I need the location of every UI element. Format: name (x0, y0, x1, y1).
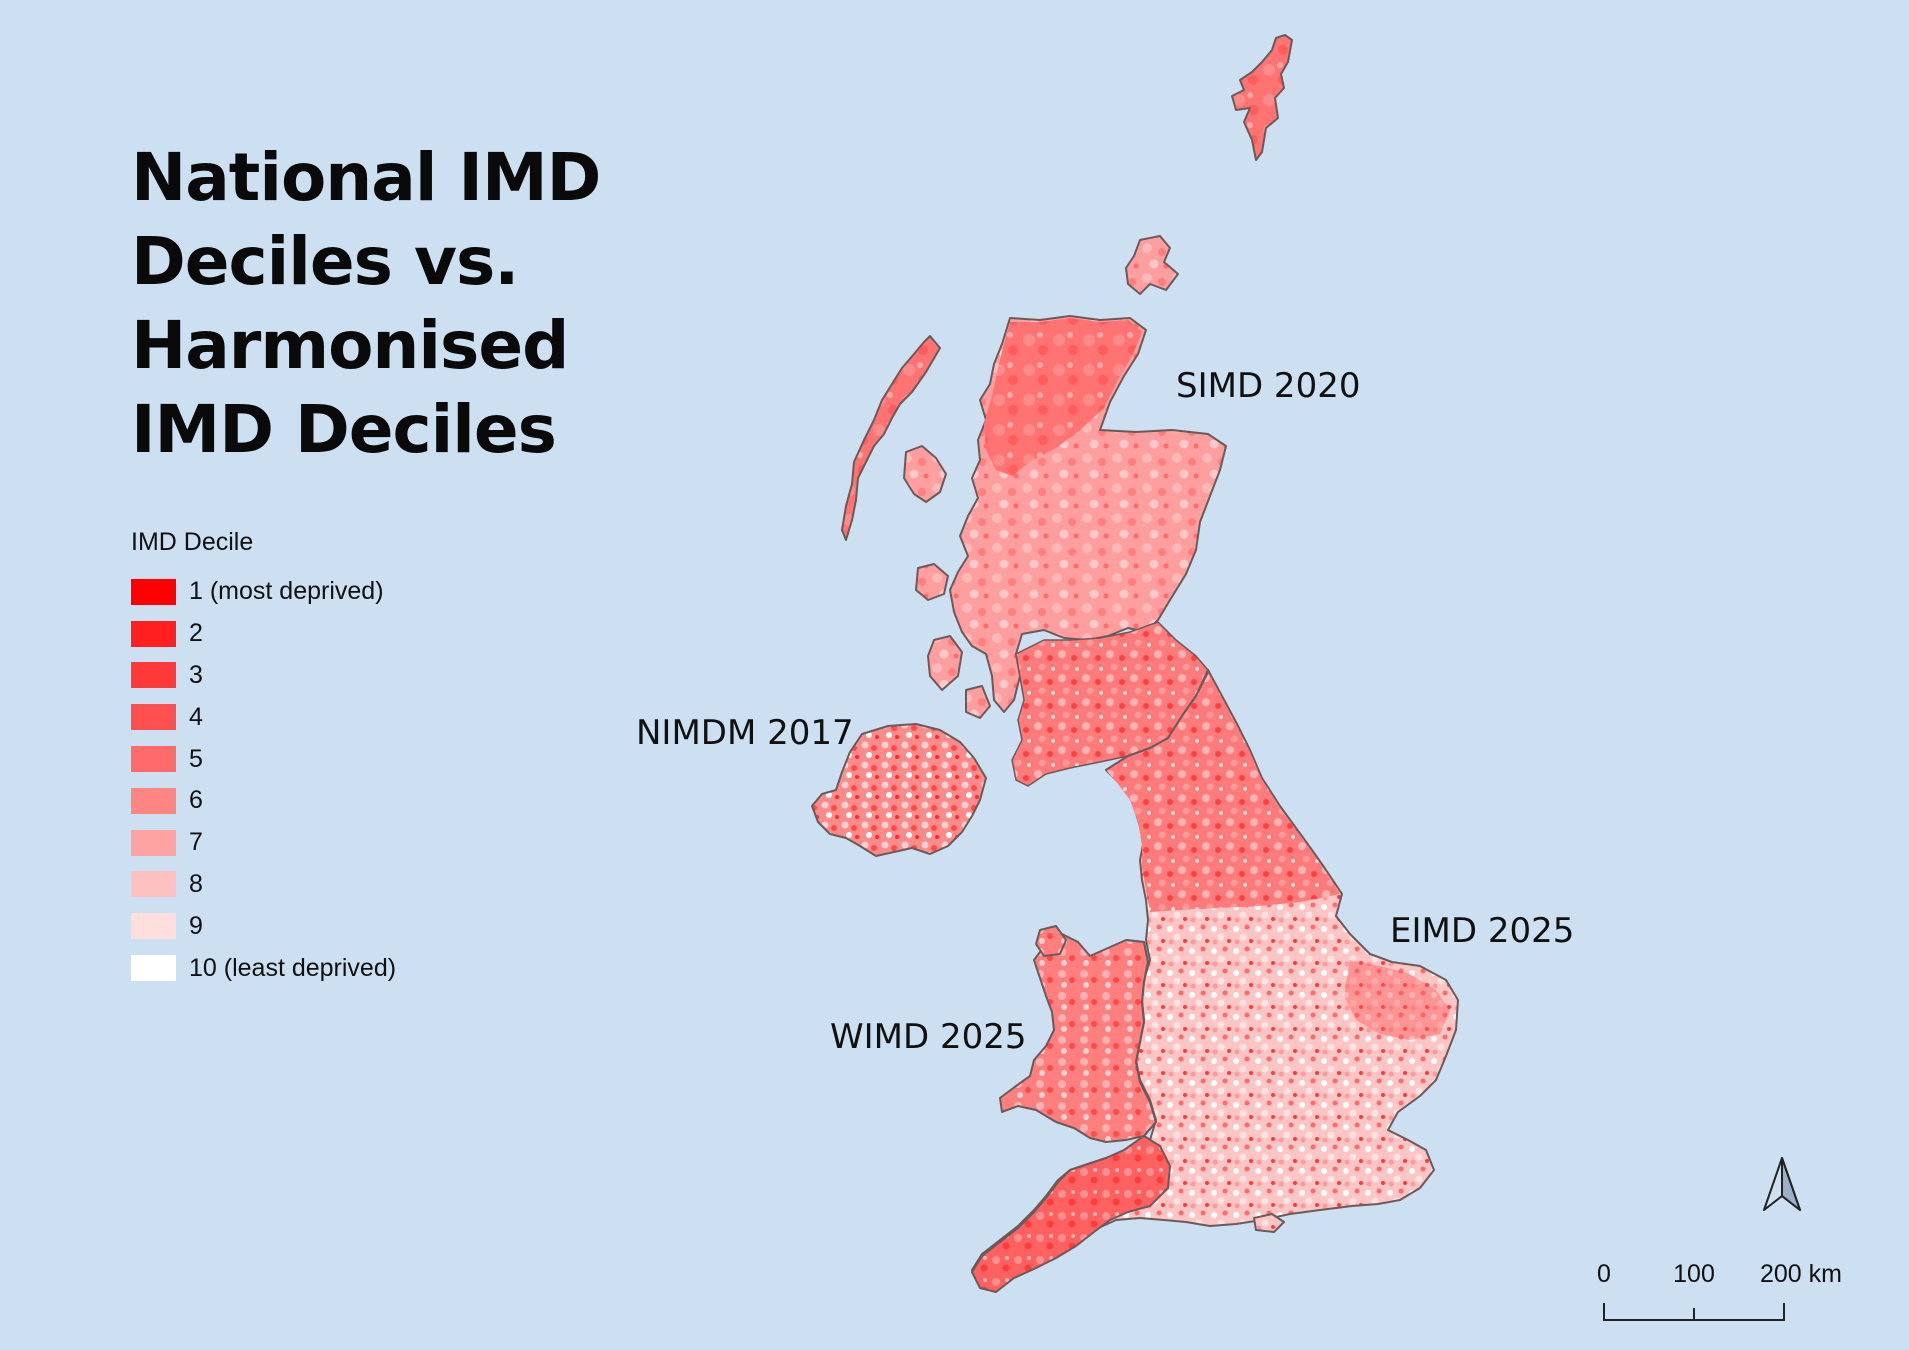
legend-swatch (131, 578, 176, 605)
scale-label: 0 (1597, 1260, 1611, 1288)
title-line: IMD Deciles (131, 391, 557, 468)
scale-bar: 0 100 200 km (1597, 1260, 1842, 1321)
legend-label: 4 (189, 702, 203, 731)
south-west-england (971, 1135, 1171, 1293)
legend-swatch (131, 746, 176, 773)
region-label-northern-ireland: NIMDM 2017 (636, 713, 854, 753)
legend-label: 5 (189, 744, 203, 773)
region-label-england: EIMD 2025 (1390, 911, 1574, 951)
scotland-england-border (1105, 671, 1209, 771)
legend-item: 1 (most deprived) (131, 571, 396, 613)
legend-label: 3 (189, 660, 203, 689)
legend-title: IMD Decile (131, 528, 254, 556)
anglesey (1035, 925, 1067, 957)
legend-item: 6 (131, 780, 396, 822)
legend-swatch (131, 787, 176, 814)
scale-label: 200 km (1760, 1260, 1842, 1288)
orkney-islands (1125, 235, 1179, 295)
title-line: Deciles vs. (131, 223, 519, 300)
legend-item: 10 (least deprived) (131, 947, 396, 989)
east-anglia (1344, 960, 1450, 1040)
map-title: National IMD Deciles vs. Harmonised IMD … (131, 136, 601, 472)
legend-item: 3 (131, 655, 396, 697)
title-line: National IMD (131, 139, 601, 216)
shetland-islands (1231, 34, 1293, 161)
outer-hebrides (841, 335, 941, 541)
inner-hebrides (915, 563, 991, 719)
coastlines (811, 34, 1459, 1293)
region-label-scotland: SIMD 2020 (1176, 366, 1360, 406)
legend-label: 2 (189, 619, 203, 648)
isle-of-wight (1253, 1213, 1285, 1233)
legend: IMD Decile 1 (most deprived) 2 3 4 5 (131, 528, 396, 989)
legend-item: 2 (131, 613, 396, 655)
legend-item: 8 (131, 864, 396, 906)
north-arrow-icon (1763, 1157, 1801, 1211)
title-line: Harmonised (131, 307, 569, 384)
legend-label: 8 (189, 869, 203, 898)
legend-label: 6 (189, 786, 203, 815)
legend-label: 7 (189, 828, 203, 857)
region-label-wales: WIMD 2025 (830, 1017, 1027, 1057)
northern-england (1106, 672, 1340, 912)
wales-england-border (1125, 939, 1157, 1137)
legend-swatch (131, 955, 176, 982)
legend-swatch (131, 829, 176, 856)
legend-swatch (131, 871, 176, 898)
legend-items: 1 (most deprived) 2 3 4 5 6 (131, 571, 396, 989)
legend-item: 5 (131, 738, 396, 780)
legend-label: 1 (most deprived) (189, 577, 384, 606)
legend-item: 7 (131, 822, 396, 864)
scale-label: 100 (1673, 1260, 1715, 1288)
northern-ireland (811, 723, 987, 857)
legend-swatch (131, 662, 176, 689)
legend-swatch (131, 704, 176, 731)
legend-item: 4 (131, 696, 396, 738)
skye-island (903, 445, 947, 503)
legend-item: 9 (131, 905, 396, 947)
legend-swatch (131, 620, 176, 647)
legend-label: 9 (189, 911, 203, 940)
legend-swatch (131, 913, 176, 940)
legend-label: 10 (least deprived) (189, 953, 397, 982)
highlands (984, 318, 1142, 476)
